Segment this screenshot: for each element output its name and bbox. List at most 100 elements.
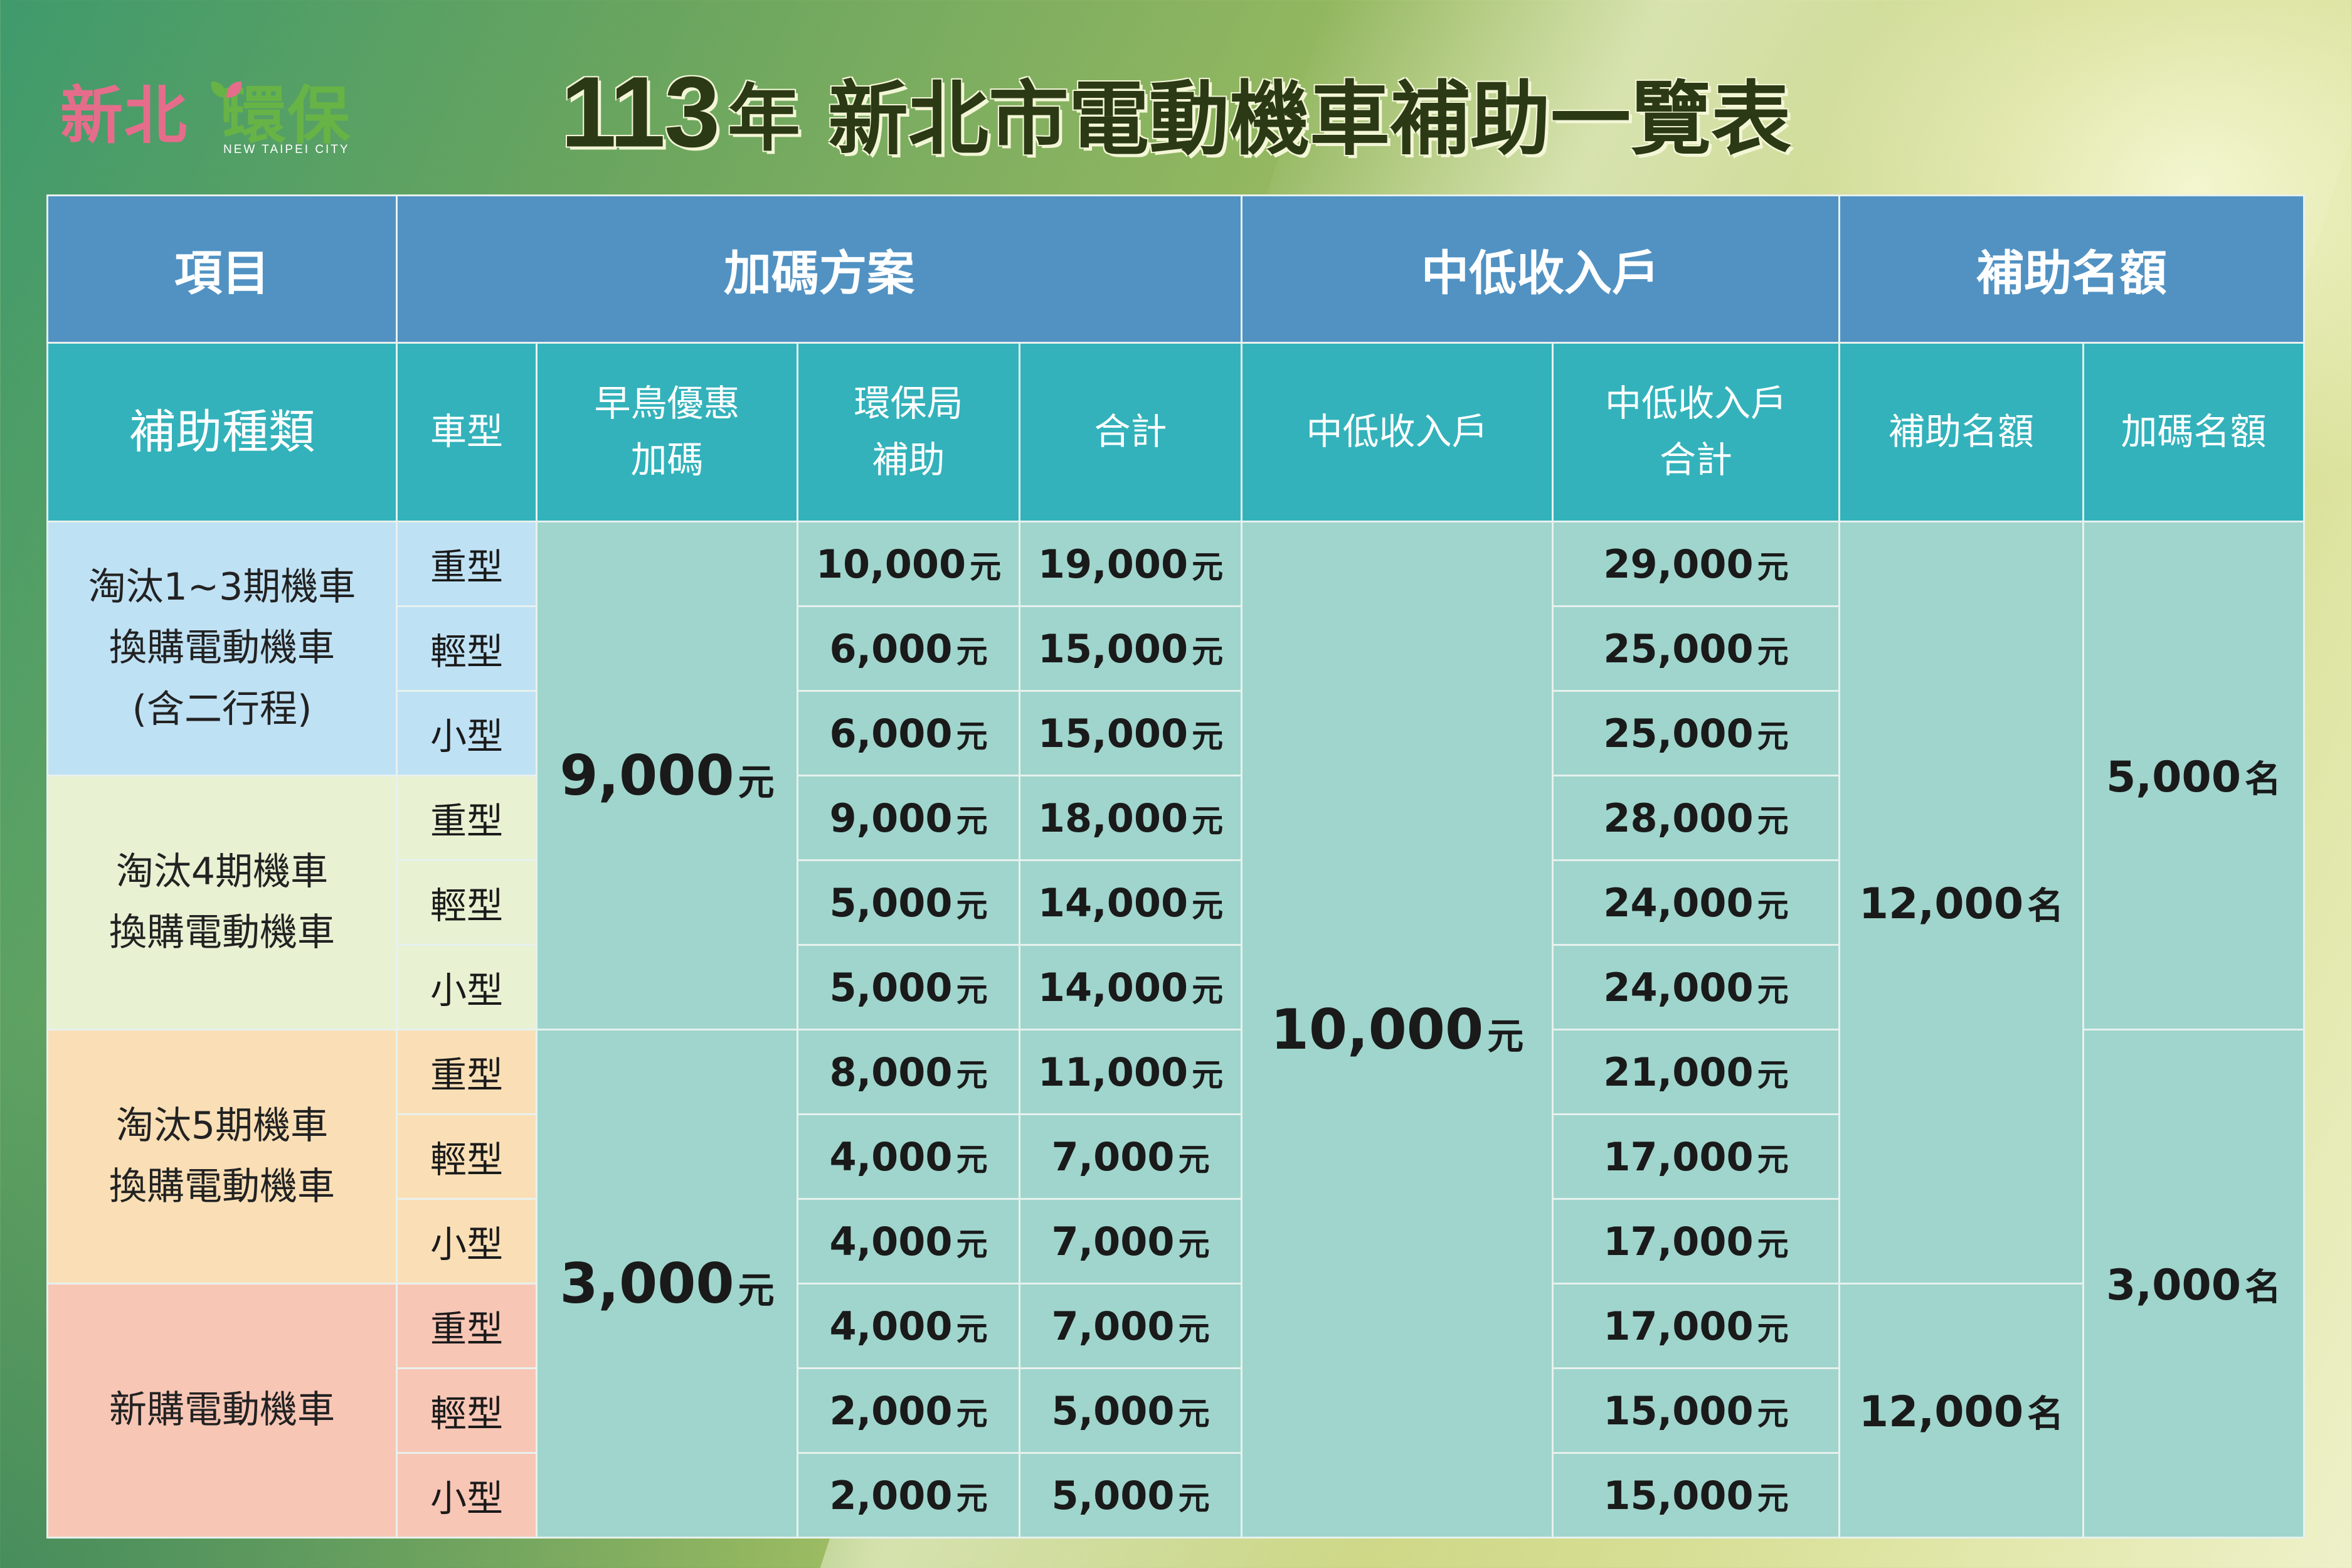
epb-subsidy-cell: 2,000 元 <box>797 1452 1020 1539</box>
unit-yuan: 元 <box>956 1310 988 1347</box>
low-income-total-cell: 25,000 元 <box>1552 690 1840 776</box>
new-taipei-environment-logo: 新北 環保 NEW TAIPEI CITY <box>60 75 355 157</box>
unit-yuan: 元 <box>956 1226 988 1263</box>
low-income-amount: 10,000 <box>1270 997 1484 1062</box>
unit-ming: 名 <box>2245 757 2282 800</box>
total-cell: 14,000 元 <box>1019 944 1242 1030</box>
total-amount: 5,000 <box>1051 1387 1175 1434</box>
unit-yuan: 元 <box>1757 1056 1789 1093</box>
total-cell: 19,000 元 <box>1019 521 1242 607</box>
unit-yuan: 元 <box>1757 633 1789 670</box>
header-quota: 補助名額 <box>1838 194 2305 344</box>
epb-amount: 10,000 <box>815 541 967 587</box>
total-cell: 18,000 元 <box>1019 775 1242 861</box>
low-income-total-cell: 17,000 元 <box>1552 1198 1840 1285</box>
early-bird-amount: 3,000 <box>559 1251 734 1316</box>
total-amount: 7,000 <box>1051 1303 1175 1349</box>
unit-yuan: 元 <box>1192 1056 1224 1093</box>
header-quota-count: 補助名額 <box>1838 342 2084 522</box>
epb-amount: 2,000 <box>829 1387 953 1434</box>
unit-yuan: 元 <box>956 972 988 1009</box>
epb-amount: 4,000 <box>829 1218 953 1264</box>
low-income-total-cell: 17,000 元 <box>1552 1113 1840 1200</box>
unit-yuan: 元 <box>1178 1141 1210 1178</box>
category-line: 換購電動機車 <box>109 1165 335 1209</box>
unit-ming: 名 <box>2027 1392 2064 1435</box>
epb-subsidy-cell: 6,000 元 <box>797 690 1020 776</box>
epb-subsidy-cell: 4,000 元 <box>797 1198 1020 1285</box>
epb-amount: 6,000 <box>829 710 953 756</box>
title-year-suffix: 年 <box>728 76 801 161</box>
epb-subsidy-cell: 9,000 元 <box>797 775 1020 861</box>
total-cell: 15,000 元 <box>1019 605 1242 692</box>
category-line: 淘汰4期機車 <box>115 849 329 894</box>
unit-yuan: 元 <box>1757 1141 1789 1178</box>
unit-yuan: 元 <box>1757 802 1789 839</box>
unit-yuan: 元 <box>956 887 988 924</box>
unit-yuan: 元 <box>956 802 988 839</box>
early-bird-cell: 9,000 元 <box>536 521 798 1030</box>
unit-yuan: 元 <box>1757 718 1789 755</box>
total-amount: 11,000 <box>1037 1049 1189 1095</box>
header-epb-line1: 環保局 <box>854 382 963 425</box>
table-row: 輕型 2,000 元 5,000 元 15,000 元 <box>48 1367 2304 1454</box>
epb-subsidy-cell: 5,000 元 <box>797 859 1020 946</box>
header-early-bird-line2: 加碼 <box>630 438 704 481</box>
total-amount: 14,000 <box>1037 964 1189 1010</box>
low-income-total-cell: 24,000 元 <box>1552 859 1840 946</box>
table-row: 淘汰4期機車 換購電動機車 重型 9,000 元 18,000 元 28,000 元 <box>46 775 2304 1030</box>
header-low-income: 中低收入戶 <box>1241 194 1840 344</box>
low-income-total-amount: 25,000 <box>1603 625 1754 672</box>
total-amount: 7,000 <box>1051 1218 1175 1264</box>
low-income-total-cell: 17,000 元 <box>1552 1283 1840 1369</box>
table-row: 淘汰5期機車 換購電動機車 重型 3,000 元 8,000 元 11,000 元 2… <box>46 1029 2305 1539</box>
unit-yuan: 元 <box>956 718 988 755</box>
unit-yuan: 元 <box>738 761 775 803</box>
low-income-total-cell: 15,000 元 <box>1552 1367 1840 1454</box>
unit-yuan: 元 <box>1757 1310 1789 1347</box>
unit-yuan: 元 <box>1757 548 1789 585</box>
category-cell: 淘汰4期機車 換購電動機車 <box>46 775 398 1030</box>
vehicle-type-cell: 小型 <box>396 1198 538 1285</box>
unit-yuan: 元 <box>956 1395 988 1432</box>
low-income-total-amount: 21,000 <box>1603 1049 1754 1095</box>
unit-yuan: 元 <box>956 1141 988 1178</box>
epb-amount: 6,000 <box>829 625 953 672</box>
header-low-total-line1: 中低收入戶 <box>1604 382 1787 425</box>
vehicle-type-cell: 輕型 <box>396 1113 538 1200</box>
header-early-bird-line1: 早鳥優惠 <box>594 382 740 425</box>
epb-amount: 2,000 <box>829 1472 953 1518</box>
header-total: 合計 <box>1019 342 1242 522</box>
header-row-2: 補助種類 車型 早鳥優惠 加碼 環保局 補助 合計 中低收入戶 中低收入戶 合計 補助… <box>46 342 2305 522</box>
unit-yuan: 元 <box>1192 802 1224 839</box>
unit-yuan: 元 <box>1192 548 1224 585</box>
total-cell: 15,000 元 <box>1019 690 1242 776</box>
unit-yuan: 元 <box>1757 972 1789 1009</box>
unit-yuan: 元 <box>956 1480 988 1517</box>
unit-yuan: 元 <box>1757 887 1789 924</box>
unit-yuan: 元 <box>1192 633 1224 670</box>
early-bird-cell: 3,000 元 <box>536 1029 798 1539</box>
category-cell: 淘汰1~3期機車 換購電動機車 (含二行程) <box>46 521 398 776</box>
epb-amount: 4,000 <box>829 1303 953 1349</box>
low-income-total-amount: 17,000 <box>1603 1218 1754 1264</box>
unit-ming: 名 <box>2245 1265 2282 1308</box>
epb-amount: 5,000 <box>829 879 953 926</box>
low-income-total-amount: 15,000 <box>1603 1472 1754 1518</box>
unit-yuan: 元 <box>1192 718 1224 755</box>
header-bonus-quota: 加碼名額 <box>2082 342 2305 522</box>
total-amount: 19,000 <box>1037 541 1189 587</box>
total-amount: 18,000 <box>1037 795 1189 841</box>
total-cell: 5,000 元 <box>1019 1367 1242 1454</box>
quota-amount: 12,000 <box>1858 1387 2024 1437</box>
vehicle-type-cell: 小型 <box>396 1452 538 1539</box>
epb-subsidy-cell: 2,000 元 <box>797 1367 1020 1454</box>
low-income-total-amount: 17,000 <box>1603 1303 1754 1349</box>
low-income-total-amount: 17,000 <box>1603 1133 1754 1180</box>
logo-text-environment: 環保 <box>223 79 351 152</box>
header-low-income-total: 中低收入戶 合計 <box>1552 342 1840 522</box>
unit-yuan: 元 <box>1487 1015 1524 1057</box>
category-line: 新購電動機車 <box>109 1388 335 1433</box>
header-bonus-plan: 加碼方案 <box>396 194 1242 344</box>
category-line: 換購電動機車 <box>109 626 335 670</box>
